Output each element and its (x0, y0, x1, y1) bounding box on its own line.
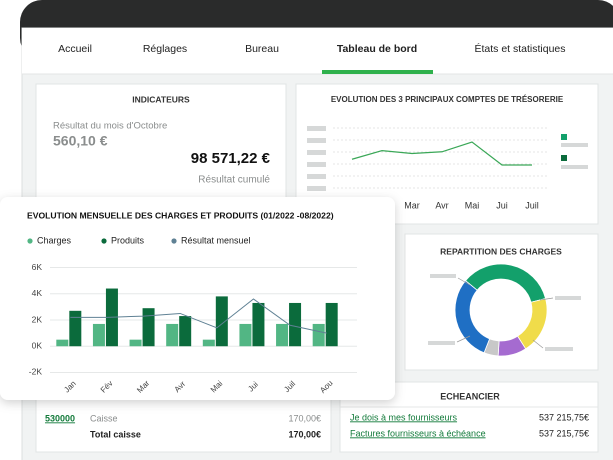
bar (252, 302, 265, 347)
x-tick-label: Mai (465, 200, 480, 210)
placeholder (428, 274, 581, 351)
bar (142, 308, 155, 347)
bar (325, 302, 338, 347)
connectors (456, 277, 554, 349)
link[interactable]: Factures fournisseurs à échéance (350, 428, 486, 438)
bar (92, 323, 105, 347)
nav-tab[interactable]: Accueil (58, 43, 92, 55)
value: 98 571,22 € (191, 150, 271, 167)
legend-dot (101, 238, 107, 244)
bar (202, 339, 215, 347)
line-series (351, 141, 532, 166)
bar (179, 316, 192, 347)
placeholder (307, 126, 588, 191)
amount: 170,00€ (288, 429, 321, 439)
x-tick-label: Jui (496, 200, 508, 210)
bar (166, 323, 179, 347)
y-tick-label: 6K (32, 262, 43, 272)
link[interactable]: Je dois à mes fournisseurs (350, 412, 458, 422)
legend-label: Charges (37, 235, 72, 245)
bar (215, 296, 228, 347)
legend-swatch (561, 134, 567, 140)
active-underline (322, 70, 433, 74)
link[interactable]: 530000 (45, 413, 75, 423)
legend-dot (27, 238, 33, 244)
y-tick-label: 2K (32, 314, 43, 324)
legend-label: Produits (111, 235, 145, 245)
bar (312, 323, 325, 347)
label: Résultat cumulé (198, 175, 270, 186)
legend-label: Résultat mensuel (181, 235, 251, 245)
bar (69, 310, 82, 347)
bar (276, 323, 289, 347)
amount: 537 215,75€ (539, 428, 589, 438)
popup-card (0, 197, 395, 400)
card-title: INDICATEURS (132, 94, 190, 104)
nav-tab-active[interactable]: Tableau de bord (337, 43, 417, 55)
amount: 537 215,75€ (539, 412, 589, 422)
bar (56, 339, 69, 347)
y-tick-label: 0K (32, 340, 43, 350)
label: Caisse (90, 413, 118, 423)
amount: 170,00€ (288, 413, 321, 423)
legend-dot (171, 238, 177, 244)
line-series (70, 298, 327, 334)
bar (289, 302, 302, 347)
y-tick-label: 4K (32, 288, 43, 298)
card (35, 83, 287, 205)
legend-swatch (561, 155, 567, 161)
chart-title: REPARTITION DES CHARGES (440, 246, 562, 256)
bar (239, 323, 252, 347)
card-title: ECHEANCIER (440, 391, 500, 401)
x-tick-label: Avr (435, 200, 448, 210)
bar (129, 339, 142, 347)
x-tick-label: Mar (404, 200, 420, 210)
label: Résultat du mois d'Octobre (53, 121, 167, 132)
nav-bar (22, 28, 613, 74)
chart-title: EVOLUTION MENSUELLE DES CHARGES ET PRODU… (27, 210, 334, 220)
nav-tab[interactable]: États et statistiques (474, 42, 565, 55)
x-tick-label: Juil (525, 200, 539, 210)
donut-slice (454, 280, 491, 354)
chart-title: EVOLUTION DES 3 PRINCIPAUX COMPTES DE TR… (331, 95, 564, 104)
y-tick-label: -2K (29, 367, 43, 377)
nav-tab[interactable]: Réglages (143, 43, 187, 55)
label: Total caisse (90, 429, 141, 439)
value: 560,10 € (53, 133, 108, 149)
nav-tab[interactable]: Bureau (245, 43, 279, 55)
